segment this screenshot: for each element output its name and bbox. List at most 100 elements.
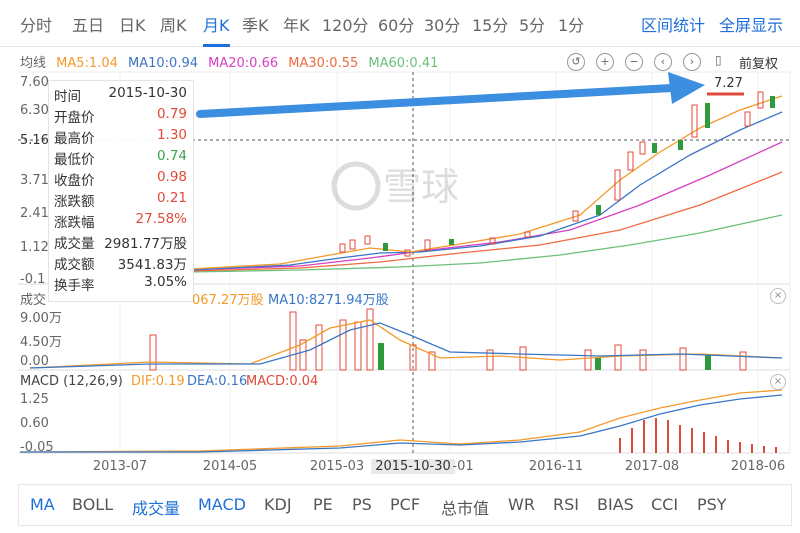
macd-dif-line [19, 389, 783, 453]
ma5-value: MA5:1.04 [56, 56, 118, 71]
ma30-line [189, 171, 783, 272]
fullscreen-link[interactable]: 全屏显示 [719, 16, 784, 35]
tooltip-label: 最高价 [54, 131, 95, 147]
macd-dea-value: DEA:0.16 [187, 374, 248, 389]
price-tick: -0.1 [20, 272, 46, 287]
tooltip-label: 开盘价 [54, 110, 95, 126]
time-tick: 2016-11 [528, 459, 584, 474]
tab-daily-k[interactable]: 日K [119, 16, 146, 35]
macd-dea-line [20, 394, 783, 453]
period-high-label: 7.27 [714, 76, 743, 91]
gridlines [119, 72, 759, 453]
adjust-mode-toggle[interactable]: 前复权 [739, 57, 779, 72]
price-tick: 7.60 [20, 75, 49, 90]
tab-5min[interactable]: 5分 [519, 16, 546, 35]
watermark-logo: 雪球 [331, 161, 459, 211]
tab-15min[interactable]: 15分 [472, 16, 509, 35]
indicator-tab-pcf[interactable]: PCF [390, 495, 421, 514]
volume-ma10-line [29, 322, 783, 369]
period-tabs: 分时 五日 日K 周K 月K 季K 年K 120分 60分 30分 15分 5分… [0, 0, 800, 47]
indicator-tab-ps[interactable]: PS [352, 495, 372, 514]
tooltip-value: 0.74 [156, 148, 187, 164]
watermark-text: 雪球 [383, 165, 459, 209]
tab-120min[interactable]: 120分 [322, 16, 369, 35]
tooltip-row-volume: 成交量 2981.77万股 [54, 232, 187, 252]
indicator-tab-rsi[interactable]: RSI [553, 495, 579, 514]
volume-ma5-value: 067.27万股 [192, 293, 264, 308]
macd-tick: 0.60 [20, 416, 49, 431]
tooltip-value: 2981.77万股 [104, 236, 187, 252]
indicator-tab-pe[interactable]: PE [313, 495, 333, 514]
scroll-left-icon[interactable]: ‹ [654, 53, 672, 71]
tooltip-value: 0.98 [156, 169, 187, 185]
macd-dif-value: DIF:0.19 [131, 374, 185, 389]
tooltip-label: 收盘价 [54, 173, 95, 189]
tab-1min[interactable]: 1分 [558, 16, 585, 35]
range-stats-link[interactable]: 区间统计 [641, 16, 706, 35]
tooltip-row-time: 时间 2015-10-30 [54, 85, 187, 105]
time-tick: -01 [452, 459, 474, 474]
tooltip-label: 成交额 [54, 257, 95, 273]
indicator-tab-macd[interactable]: MACD [198, 495, 246, 514]
volume-ma10-value: MA10:8271.94万股 [268, 293, 389, 308]
ma10-line [189, 111, 783, 271]
zoom-out-icon[interactable]: − [625, 53, 643, 71]
indicator-tab-wr[interactable]: WR [508, 495, 535, 514]
candle-style-icon[interactable]: ▯ [715, 53, 722, 67]
ma-legend: 均线 MA5:1.04 MA10:0.94 MA20:0.66 MA30:0.5… [20, 52, 444, 71]
indicator-tab-cci[interactable]: CCI [651, 495, 679, 514]
candles [339, 91, 775, 257]
indicator-tab-ma[interactable]: MA [30, 495, 55, 514]
tab-30min[interactable]: 30分 [424, 16, 461, 35]
ma20-line [189, 141, 783, 271]
zoom-in-icon[interactable]: + [596, 53, 614, 71]
tooltip-row-low: 最低价 0.74 [54, 148, 187, 168]
tab-yearly-k[interactable]: 年K [283, 16, 310, 35]
scroll-right-icon[interactable]: › [683, 53, 701, 71]
volume-ma5-line [29, 319, 783, 369]
tooltip-label: 换手率 [54, 278, 95, 294]
indicator-tab-boll[interactable]: BOLL [72, 495, 114, 514]
macd-histogram [619, 418, 777, 453]
tab-5day[interactable]: 五日 [72, 16, 105, 35]
time-tick: 2017-08 [624, 459, 680, 474]
indicator-tab-volume[interactable]: 成交量 [132, 499, 181, 518]
tab-intraday[interactable]: 分时 [20, 16, 53, 35]
ma10-value: MA10:0.94 [128, 56, 198, 71]
tooltip-row-change: 涨跌额 0.21 [54, 190, 187, 210]
tooltip-row-turnover: 换手率 3.05% [54, 274, 187, 294]
tooltip-label: 涨跌幅 [54, 215, 95, 231]
time-tick: 2018-06 [730, 459, 786, 474]
tooltip-value: 2015-10-30 [108, 85, 187, 101]
indicator-tab-kdj[interactable]: KDJ [264, 495, 292, 514]
crosshair-time-label: 2015-10-30 [371, 459, 455, 474]
time-tick: 2013-07 [92, 459, 148, 474]
price-tick: 2.41 [20, 206, 49, 221]
volume-tick: 9.00万 [20, 311, 62, 326]
candle-tooltip: 时间 2015-10-30 开盘价 0.79 最高价 1.30 最低价 0.74 收盘价… [48, 80, 194, 302]
indicator-tabs [18, 484, 792, 526]
indicator-tab-psy[interactable]: PSY [697, 495, 727, 514]
macd-tick: -0.05 [20, 440, 54, 455]
tooltip-value: 1.30 [156, 127, 187, 143]
volume-bars [149, 308, 747, 371]
volume-tick: 4.50万 [20, 335, 62, 350]
tab-60min[interactable]: 60分 [378, 16, 415, 35]
close-icon[interactable]: × [770, 374, 786, 390]
volume-legend-prefix: 成交 [20, 293, 47, 308]
tooltip-value: 3.05% [144, 274, 187, 290]
close-icon[interactable]: × [770, 288, 786, 304]
price-tick: 1.12 [20, 240, 49, 255]
tooltip-label: 成交量 [54, 236, 95, 252]
tab-weekly-k[interactable]: 周K [160, 16, 187, 35]
ma60-value: MA60:0.41 [368, 56, 439, 71]
indicator-tab-bias[interactable]: BIAS [597, 495, 634, 514]
ma5-line [189, 95, 783, 270]
undo-icon[interactable]: ↺ [567, 53, 585, 71]
tooltip-label: 最低价 [54, 152, 95, 168]
tab-monthly-k[interactable]: 月K [203, 12, 230, 47]
price-tick-crosshair: 5.16 [20, 133, 49, 148]
indicator-tab-market-cap[interactable]: 总市值 [441, 499, 490, 518]
tab-quarterly-k[interactable]: 季K [242, 16, 269, 35]
tooltip-row-pct: 涨跌幅 27.58% [54, 211, 187, 231]
